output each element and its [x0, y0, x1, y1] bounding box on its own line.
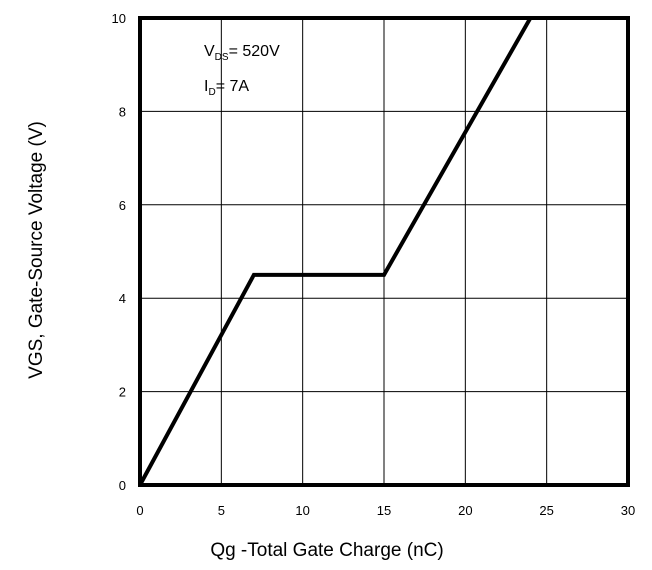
- x-tick-label: 5: [218, 503, 225, 518]
- id-annotation-main: I: [204, 78, 208, 95]
- y-tick-label: 0: [119, 478, 126, 493]
- x-tick-label: 30: [621, 503, 635, 518]
- grid-lines: [140, 18, 628, 485]
- x-tick-label: 15: [377, 503, 391, 518]
- y-tick-label: 8: [119, 104, 126, 119]
- y-tick-label: 2: [119, 385, 126, 400]
- x-tick-label: 10: [295, 503, 309, 518]
- x-axis-title: Qg -Total Gate Charge (nC): [210, 540, 443, 561]
- x-tick-label: 0: [136, 503, 143, 518]
- plot-frame: [138, 16, 630, 487]
- id-annotation: ID= 7A: [204, 78, 249, 98]
- y-tick-labels: 0 2 4 6 8 10: [112, 11, 126, 493]
- vds-annotation-value: = 520V: [229, 43, 280, 60]
- y-axis-title: VGS, Gate-Source Voltage (V): [26, 121, 47, 379]
- x-tick-label: 25: [539, 503, 553, 518]
- gate-charge-line: [138, 17, 533, 486]
- x-tick-labels: 0 5 10 15 20 25 30: [136, 503, 635, 518]
- vds-annotation-sub: DS: [215, 52, 229, 63]
- x-tick-label: 20: [458, 503, 472, 518]
- y-tick-label: 4: [119, 291, 126, 306]
- id-annotation-sub: D: [208, 87, 215, 98]
- vds-annotation-main: V: [204, 43, 215, 60]
- data-series: [138, 17, 533, 486]
- y-tick-label: 6: [119, 198, 126, 213]
- id-annotation-value: = 7A: [216, 78, 250, 95]
- y-tick-label: 10: [112, 11, 126, 26]
- vds-annotation: VDS= 520V: [204, 43, 280, 63]
